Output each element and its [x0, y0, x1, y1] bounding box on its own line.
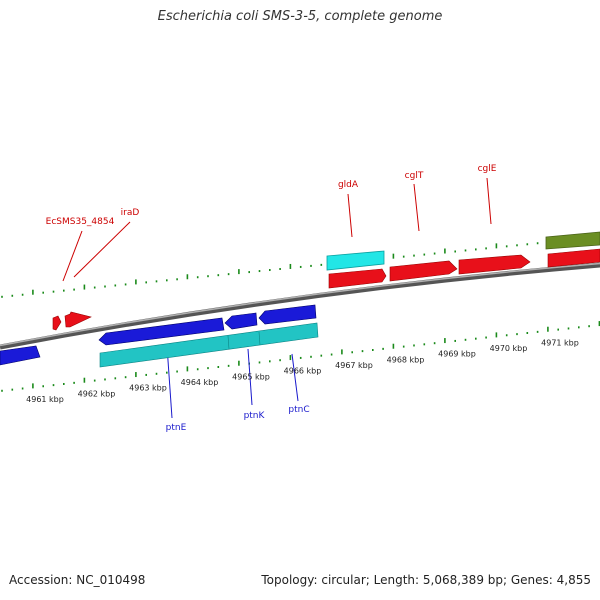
- forward-genes: [52, 248, 600, 331]
- ptnC-gene[interactable]: [258, 304, 317, 325]
- accession-label: Accession: NC_010498: [9, 573, 146, 587]
- ptn-operon-band[interactable]: [99, 322, 319, 368]
- ptnE-gene[interactable]: [98, 317, 225, 346]
- kbp-label: 4971 kbp: [541, 338, 579, 347]
- kbp-label: 4964 kbp: [181, 378, 219, 387]
- genome-backbone: [0, 262, 600, 350]
- kbp-label: 4961 kbp: [26, 395, 64, 404]
- kbp-label: 4970 kbp: [490, 344, 528, 353]
- callout-line: [347, 193, 353, 238]
- gene-label-glda[interactable]: gldA: [338, 180, 359, 190]
- gene-small-2[interactable]: [64, 311, 92, 328]
- kbp-label: 4968 kbp: [387, 355, 425, 364]
- callout-line: [291, 353, 299, 402]
- reverse-gene-edge[interactable]: [0, 345, 41, 366]
- forward-gene-edge[interactable]: [547, 248, 600, 268]
- callout-line: [73, 221, 131, 278]
- olive-feature[interactable]: [545, 231, 600, 250]
- gene-label-ecsms35_4854[interactable]: EcSMS35_4854: [46, 217, 115, 227]
- gene-label-ptne[interactable]: ptnE: [166, 423, 187, 433]
- cglE-gene[interactable]: [458, 254, 531, 275]
- kbp-label: 4966 kbp: [284, 367, 322, 376]
- kbp-label: 4969 kbp: [438, 350, 476, 359]
- ptnK-gene[interactable]: [224, 312, 258, 330]
- kbp-label: 4962 kbp: [78, 389, 116, 398]
- reverse-strand-ticks: [1, 321, 600, 392]
- kbp-label: 4967 kbp: [335, 361, 373, 370]
- forward-gene-labels: EcSMS35_4854 iraD gldA cglT cglE: [46, 164, 497, 227]
- reverse-gene-labels: ptnE ptnK ptnC: [166, 405, 310, 433]
- gene-label-irad[interactable]: iraD: [121, 208, 140, 218]
- feature-band-upper: [326, 231, 600, 271]
- gene-label-ptnc[interactable]: ptnC: [288, 405, 309, 415]
- callout-line: [413, 183, 420, 232]
- gldA-gene[interactable]: [328, 268, 387, 289]
- callout-line: [62, 230, 83, 282]
- gene-label-cgle[interactable]: cglE: [478, 164, 497, 174]
- kbp-label: 4965 kbp: [232, 372, 270, 381]
- callout-line: [486, 177, 492, 225]
- gene-label-cglt[interactable]: cglT: [405, 171, 424, 181]
- feature-band-lower: [99, 322, 319, 368]
- cglT-gene[interactable]: [389, 260, 458, 282]
- gene-small-1[interactable]: [52, 315, 62, 331]
- kbp-label: 4963 kbp: [129, 384, 167, 393]
- callout-line: [166, 345, 173, 419]
- genome-summary: Topology: circular; Length: 5,068,389 bp…: [261, 573, 591, 587]
- callout-line: [247, 348, 253, 406]
- reverse-genes: [0, 304, 317, 366]
- gldA-highlight[interactable]: [326, 250, 385, 271]
- gene-label-ptnk[interactable]: ptnK: [244, 411, 266, 421]
- kbp-scale: 4961 kbp 4962 kbp 4963 kbp 4964 kbp 4965 kbp…: [26, 338, 579, 404]
- map-title: Escherichia coli SMS-3-5, complete genom…: [157, 9, 443, 24]
